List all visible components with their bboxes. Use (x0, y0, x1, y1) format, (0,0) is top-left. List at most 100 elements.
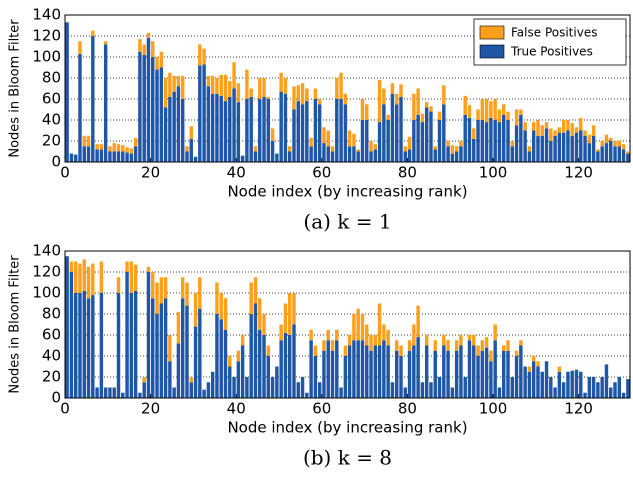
bar-segment (399, 84, 403, 97)
y-tick-label: 140 (32, 6, 61, 24)
bar-segment (416, 88, 420, 115)
y-tick-label: 60 (42, 326, 61, 344)
bar-segment (382, 104, 386, 162)
bar-segment (386, 329, 390, 346)
plot-frame (64, 250, 631, 399)
bar-segment (292, 86, 296, 110)
bar-segment (493, 99, 497, 120)
bar-segment (253, 303, 258, 398)
bar-segment (249, 88, 253, 97)
bar-segment (108, 146, 112, 152)
bar-segment (591, 125, 596, 136)
bar-segment (168, 361, 172, 398)
bar-segment (253, 151, 258, 162)
bar-segment (412, 324, 416, 346)
bar-segment (403, 387, 407, 398)
bar-segment (544, 361, 549, 398)
bar-segment (360, 120, 365, 162)
bar-segment (198, 277, 202, 309)
bar-segment (531, 130, 536, 162)
bar-segment (99, 261, 104, 293)
bar-segment (112, 151, 116, 162)
bar-segment (189, 138, 193, 162)
bar-segment (433, 149, 437, 162)
bar-segment (95, 387, 99, 398)
bar-segment (476, 109, 480, 120)
bar-segment (228, 356, 232, 367)
bar-segment (129, 261, 134, 293)
bar-segment (103, 41, 108, 45)
bar-segment (360, 99, 365, 120)
bar-segment (275, 153, 279, 162)
bar-segment (365, 120, 369, 162)
bar-segment (240, 155, 245, 162)
bar-segment (189, 377, 193, 383)
bar-segment (129, 148, 134, 154)
bar-segment (621, 149, 626, 162)
bar-segment (514, 356, 519, 398)
bar-segment (377, 122, 382, 162)
bar-segment (506, 120, 510, 162)
bar-segment (78, 293, 82, 398)
bar-segment (424, 335, 429, 346)
bar-segment (510, 377, 515, 398)
bar-segment (215, 314, 219, 398)
bar-segment (476, 356, 480, 398)
bar-segment (159, 277, 164, 304)
bar-segment (407, 350, 412, 398)
bar-segment (198, 308, 202, 398)
bar-segment (270, 377, 275, 398)
bar-segment (155, 69, 159, 162)
bar-segment (480, 99, 485, 120)
bar-segment (570, 135, 574, 162)
plot-frame (64, 14, 631, 163)
bar-segment (116, 293, 121, 398)
bar-segment (168, 335, 172, 362)
bar-segment (502, 345, 506, 351)
y-axis-label: Nodes in Bloom Filter (8, 255, 23, 394)
bar-segment (86, 298, 91, 398)
bar-segment (480, 340, 485, 351)
bar-segment (347, 146, 352, 162)
bar-segment (305, 101, 309, 162)
bar-segment (240, 335, 245, 346)
bar-segment (159, 303, 164, 398)
bar-segment (365, 345, 369, 398)
x-tick-label: 100 (479, 164, 508, 182)
bar-segment (390, 382, 395, 398)
bar-segment (566, 130, 570, 162)
bar-segment (176, 75, 181, 87)
bar-segment (138, 39, 142, 52)
bar-segment (459, 345, 463, 398)
bar-segment (91, 263, 95, 296)
bar-segment (416, 305, 420, 338)
bar-segment (343, 345, 348, 356)
bar-segment (506, 340, 510, 351)
bar-segment (420, 122, 425, 162)
bar-segment (523, 366, 527, 398)
bar-segment (519, 114, 523, 162)
bar-segment (557, 127, 562, 133)
bar-segment (69, 153, 74, 162)
bar-segment (283, 78, 288, 94)
bar-segment (206, 382, 211, 398)
bar-segment (262, 335, 266, 398)
bar-segment (223, 101, 228, 162)
bar-segment (172, 387, 176, 398)
bar-segment (621, 144, 626, 150)
bar-segment (531, 122, 536, 131)
bar-segment (322, 143, 326, 162)
bar-segment (78, 41, 82, 54)
bar-segment (544, 122, 549, 129)
bar-segment (399, 356, 403, 398)
bar-segment (412, 93, 416, 120)
bar-segment (472, 335, 476, 346)
bar-segment (519, 345, 523, 398)
bar-segment (489, 101, 493, 118)
bar-segment (549, 377, 553, 398)
bar-segment (262, 96, 266, 162)
bar-segment (300, 104, 305, 162)
bar-segment (467, 335, 472, 341)
bar-segment (292, 324, 296, 398)
bar-segment (228, 81, 232, 97)
